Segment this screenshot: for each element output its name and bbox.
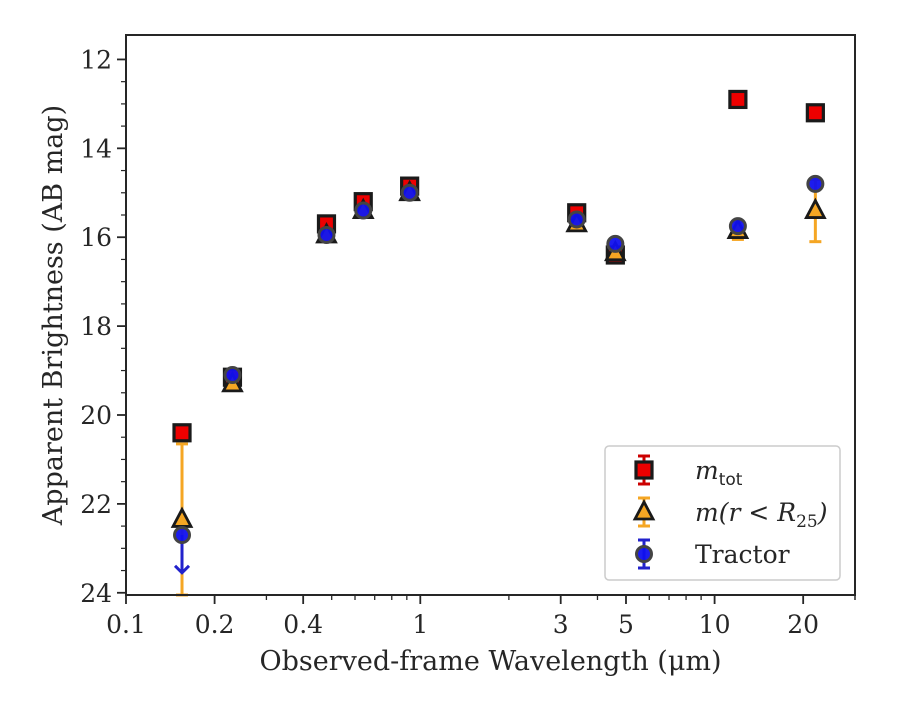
- circle-point: [606, 234, 625, 253]
- legend-square-marker: [634, 460, 654, 480]
- x-tick-label: 3: [553, 610, 569, 639]
- circle-point: [354, 201, 373, 220]
- square-point: [172, 423, 192, 443]
- y-tick-label: 22: [80, 490, 112, 519]
- legend-label: m(r < R25): [695, 498, 827, 532]
- x-tick-label: 5: [618, 610, 634, 639]
- triangle-point: [804, 197, 827, 219]
- x-tick-label: 1: [412, 610, 428, 639]
- circle-point: [728, 217, 747, 236]
- x-tick-label: 0.4: [283, 610, 323, 639]
- triangle-point: [170, 506, 194, 528]
- y-tick-label: 16: [80, 223, 112, 252]
- y-tick-label: 20: [80, 401, 112, 430]
- circle-point: [173, 526, 192, 544]
- legend-label: Tractor: [695, 540, 790, 569]
- circle-point: [400, 183, 419, 202]
- y-tick-label: 18: [80, 312, 112, 341]
- x-axis-label: Observed-frame Wavelength (μm): [259, 646, 721, 677]
- legend-triangle-marker: [632, 499, 656, 521]
- circle-point: [317, 226, 336, 244]
- x-tick-label: 10: [699, 610, 731, 639]
- y-axis-label: Apparent Brightness (AB mag): [38, 105, 69, 526]
- upper-limit-arrow: [173, 564, 191, 575]
- legend: mtot m(r < R25) Tractor: [604, 445, 841, 581]
- circle-point: [806, 174, 825, 193]
- y-tick-label: 24: [80, 579, 112, 608]
- x-tick-label: 0.1: [106, 610, 146, 639]
- legend-circle-marker: [635, 545, 653, 563]
- y-tick-label: 12: [80, 45, 112, 74]
- x-tick-label: 20: [787, 610, 819, 639]
- plot-frame: [125, 34, 856, 596]
- y-axis-ticks: 12 14 16 18 20 22 24: [80, 45, 126, 608]
- square-point: [728, 89, 748, 110]
- circle-point: [567, 210, 586, 229]
- circle-point: [223, 366, 242, 384]
- x-tick-label: 0.2: [195, 610, 235, 639]
- legend-label: mtot: [695, 456, 743, 490]
- y-tick-label: 14: [80, 134, 112, 163]
- legend-box: [604, 445, 841, 581]
- markers-layer: [170, 89, 827, 544]
- square-point: [805, 103, 825, 123]
- x-axis-ticks: 0.1 0.2 0.4 1 3 5 10 20: [106, 595, 856, 639]
